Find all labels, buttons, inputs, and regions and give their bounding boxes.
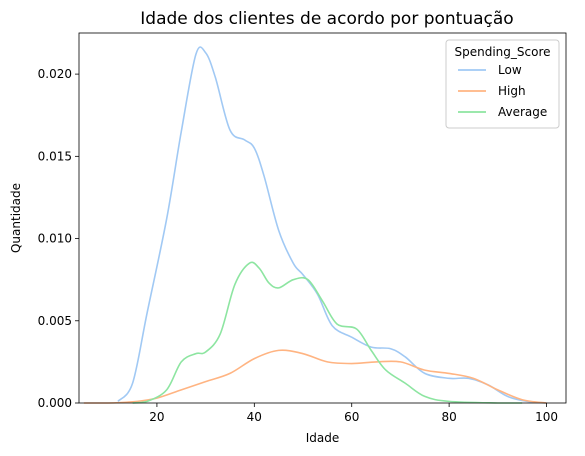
x-tick-label: 20 <box>149 410 164 424</box>
y-tick-label: 0.005 <box>38 314 72 328</box>
y-tick-label: 0.010 <box>38 232 72 246</box>
legend-label-low: Low <box>498 63 522 77</box>
y-tick-label: 0.000 <box>38 396 72 410</box>
y-axis-label: Quantidade <box>9 183 23 253</box>
series-line-high <box>84 350 547 403</box>
x-tick-label: 100 <box>535 410 558 424</box>
legend: Spending_Score Low High Average <box>446 40 559 128</box>
x-tick-label: 60 <box>344 410 359 424</box>
y-tick-label: 0.020 <box>38 67 72 81</box>
x-tick-label: 40 <box>247 410 262 424</box>
chart-title: Idade dos clientes de acordo por pontuaç… <box>140 9 513 29</box>
x-axis: 20 40 60 80 100 <box>149 403 558 424</box>
series-line-average <box>133 262 523 403</box>
legend-title: Spending_Score <box>454 45 550 59</box>
x-tick-label: 80 <box>441 410 456 424</box>
legend-label-high: High <box>498 84 526 98</box>
y-axis: 0.000 0.005 0.010 0.015 0.020 <box>38 67 79 410</box>
y-tick-label: 0.015 <box>38 149 72 163</box>
x-axis-label: Idade <box>306 431 340 445</box>
legend-label-average: Average <box>498 105 547 119</box>
